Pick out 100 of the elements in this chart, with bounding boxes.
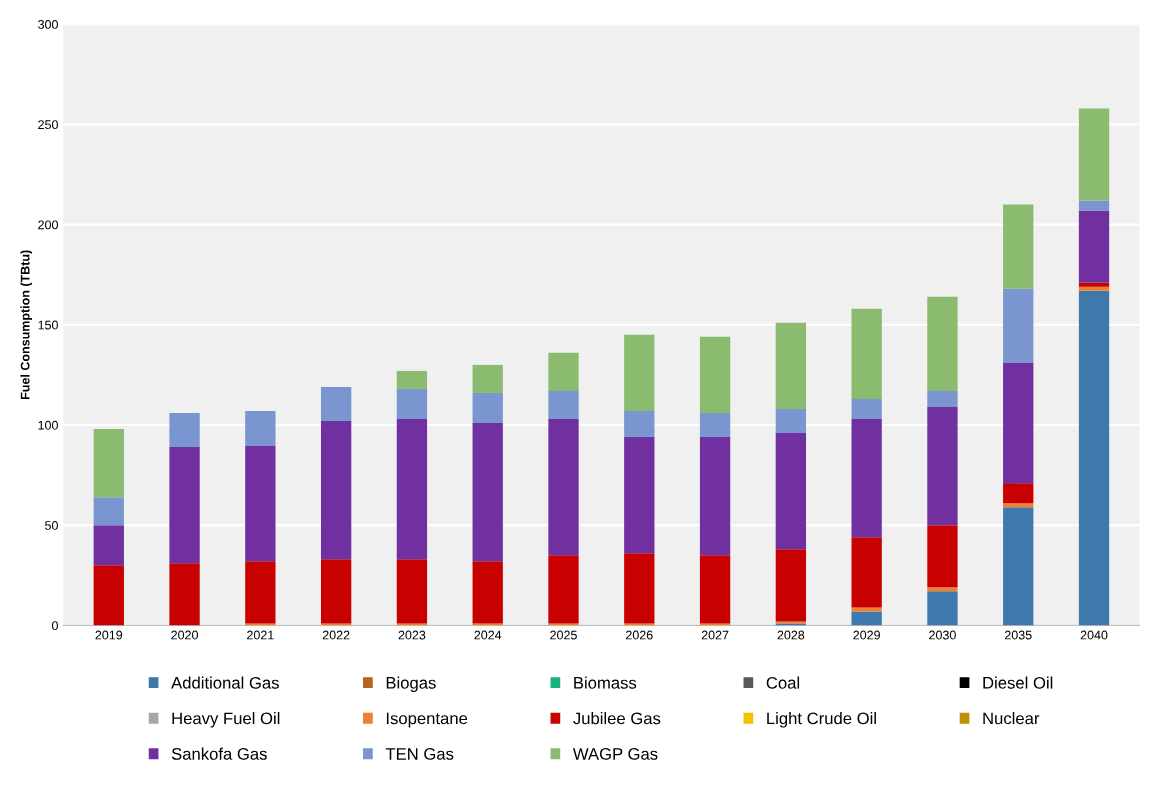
x-tick-label: 2027: [701, 630, 729, 640]
bar: [396, 623, 428, 626]
x-tick-label: 2024: [474, 630, 502, 640]
legend-label: Biomass: [574, 676, 637, 689]
bar: [699, 555, 731, 624]
legend-label: Jubilee Gas: [573, 712, 661, 725]
bar: [775, 433, 807, 550]
bar: [699, 336, 731, 413]
bar: [93, 525, 124, 566]
y-axis-title: Fuel Consumption (TBtu): [20, 250, 33, 399]
legend-label: WAGP Gas: [572, 748, 658, 760]
bar: [624, 553, 655, 624]
bar: [851, 398, 882, 420]
legend-label: Diesel Oil: [983, 676, 1053, 689]
bar: [1003, 204, 1034, 289]
bar: [775, 549, 807, 622]
y-tick-label: 150: [38, 320, 58, 330]
bar: [245, 561, 276, 624]
x-tick-label: 2023: [398, 630, 426, 640]
bar: [320, 421, 352, 560]
y-tick-label: 250: [38, 120, 58, 130]
bar: [245, 623, 276, 626]
y-tick-label: 0: [51, 621, 58, 631]
bar: [1003, 503, 1034, 508]
x-tick-label: 2035: [1004, 630, 1032, 640]
bar: [1078, 286, 1110, 291]
legend-label: Heavy Fuel Oil: [172, 712, 280, 728]
bar: [1003, 483, 1034, 504]
bar: [320, 623, 352, 626]
bar: [548, 555, 579, 624]
bar: [472, 423, 503, 562]
bar: [472, 392, 503, 424]
x-tick-label: 2022: [322, 630, 350, 640]
bar: [851, 308, 882, 399]
x-tick-label: 2026: [626, 630, 653, 640]
bar: [396, 370, 428, 389]
legend-label: TEN Gas: [385, 748, 454, 760]
x-tick-label: 2025: [550, 630, 577, 640]
bar: [472, 364, 503, 393]
bar: [851, 419, 882, 538]
bar: [548, 419, 579, 556]
x-tick-label: 2019: [95, 630, 123, 640]
bar: [472, 623, 503, 626]
bar: [1078, 200, 1110, 211]
bar: [472, 561, 503, 624]
bar: [624, 623, 655, 626]
bar: [775, 408, 807, 434]
x-tick-label: 2029: [853, 630, 880, 640]
bar: [624, 437, 655, 554]
bar: [927, 406, 958, 526]
bar: [851, 607, 882, 612]
legend-label: Sankofa Gas: [171, 747, 267, 760]
bar: [624, 334, 655, 411]
bar: [927, 525, 958, 588]
bar: [927, 390, 958, 407]
bar: [169, 413, 200, 448]
y-tick-label: 300: [38, 20, 58, 29]
y-tick-label: 50: [45, 521, 58, 530]
bar: [851, 611, 882, 626]
bar: [775, 322, 807, 409]
bar: [1078, 290, 1110, 626]
legend-label: Isopentane: [386, 712, 468, 728]
bar: [548, 390, 579, 420]
bar: [927, 587, 958, 592]
x-tick-label: 2028: [777, 630, 805, 640]
bar: [699, 413, 731, 438]
y-tick-label: 200: [38, 220, 58, 230]
bar: [624, 410, 655, 438]
x-tick-label: 2021: [247, 630, 274, 640]
bar: [1078, 210, 1110, 283]
legend-label: Light Crude Oil: [767, 712, 876, 728]
bar: [548, 352, 579, 391]
bar: [927, 591, 958, 626]
bar: [245, 446, 276, 562]
bar: [699, 623, 731, 626]
bar: [927, 296, 958, 391]
bar: [396, 559, 428, 624]
x-tick-label: 2040: [1080, 630, 1108, 640]
bar: [396, 419, 428, 560]
y-tick-label: 100: [38, 420, 58, 430]
bar: [245, 410, 276, 447]
bar: [1078, 282, 1110, 287]
legend-label: Biogas: [386, 676, 436, 693]
bar: [169, 563, 200, 626]
bar: [320, 386, 352, 422]
legend-label: Nuclear: [983, 712, 1040, 725]
bar: [93, 429, 124, 498]
bar: [396, 388, 428, 420]
bar: [1003, 362, 1034, 484]
bar: [548, 623, 579, 626]
bar: [93, 565, 124, 626]
bar: [1003, 507, 1034, 626]
bar: [1003, 288, 1034, 363]
bar: [93, 497, 124, 526]
legend-label: Additional Gas: [171, 676, 279, 689]
bar: [699, 437, 731, 556]
x-tick-label: 2020: [171, 630, 198, 640]
bar: [320, 559, 352, 624]
bar: [169, 447, 200, 564]
legend-label: Coal: [766, 676, 800, 689]
